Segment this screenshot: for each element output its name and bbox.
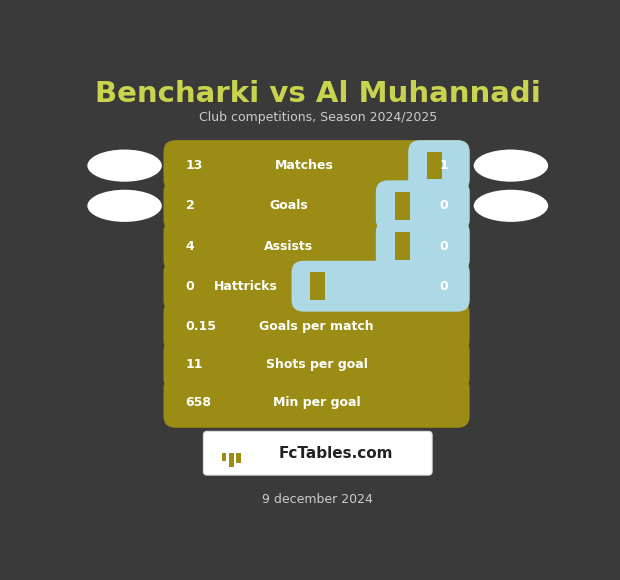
FancyBboxPatch shape	[164, 301, 469, 352]
Text: Matches: Matches	[275, 159, 334, 172]
Text: 11: 11	[185, 358, 203, 371]
FancyBboxPatch shape	[164, 220, 469, 271]
FancyBboxPatch shape	[164, 339, 469, 390]
FancyBboxPatch shape	[164, 261, 469, 311]
Text: Min per goal: Min per goal	[273, 396, 360, 409]
Text: Bencharki vs Al Muhannadi: Bencharki vs Al Muhannadi	[95, 80, 541, 108]
Ellipse shape	[474, 190, 548, 222]
Text: Goals: Goals	[269, 200, 308, 212]
FancyBboxPatch shape	[291, 261, 469, 311]
Text: 1: 1	[440, 159, 448, 172]
Bar	[310, 273, 326, 300]
FancyBboxPatch shape	[203, 432, 432, 475]
Bar	[394, 192, 410, 220]
Text: Goals per match: Goals per match	[259, 320, 374, 333]
Text: 4: 4	[185, 240, 194, 252]
Text: FcTables.com: FcTables.com	[278, 445, 392, 461]
Text: Shots per goal: Shots per goal	[265, 358, 368, 371]
Ellipse shape	[87, 190, 162, 222]
Text: 0: 0	[440, 280, 448, 293]
FancyBboxPatch shape	[408, 140, 469, 191]
Bar	[222, 453, 226, 461]
Bar	[394, 232, 410, 260]
FancyBboxPatch shape	[376, 180, 469, 231]
Text: 13: 13	[185, 159, 203, 172]
Text: 0: 0	[185, 280, 194, 293]
FancyBboxPatch shape	[376, 220, 469, 271]
Text: 0.15: 0.15	[185, 320, 216, 333]
Ellipse shape	[87, 150, 162, 182]
Text: 658: 658	[185, 396, 211, 409]
Bar	[427, 152, 442, 179]
Text: Assists: Assists	[264, 240, 313, 252]
FancyBboxPatch shape	[164, 377, 469, 428]
Text: 0: 0	[440, 240, 448, 252]
Bar	[236, 453, 241, 463]
Text: Club competitions, Season 2024/2025: Club competitions, Season 2024/2025	[198, 111, 437, 124]
Text: Hattricks: Hattricks	[215, 280, 278, 293]
Text: 9 december 2024: 9 december 2024	[262, 493, 373, 506]
Ellipse shape	[474, 150, 548, 182]
FancyBboxPatch shape	[164, 140, 469, 191]
Bar	[229, 453, 234, 467]
Text: 2: 2	[185, 200, 194, 212]
Text: 0: 0	[440, 200, 448, 212]
FancyBboxPatch shape	[164, 180, 469, 231]
